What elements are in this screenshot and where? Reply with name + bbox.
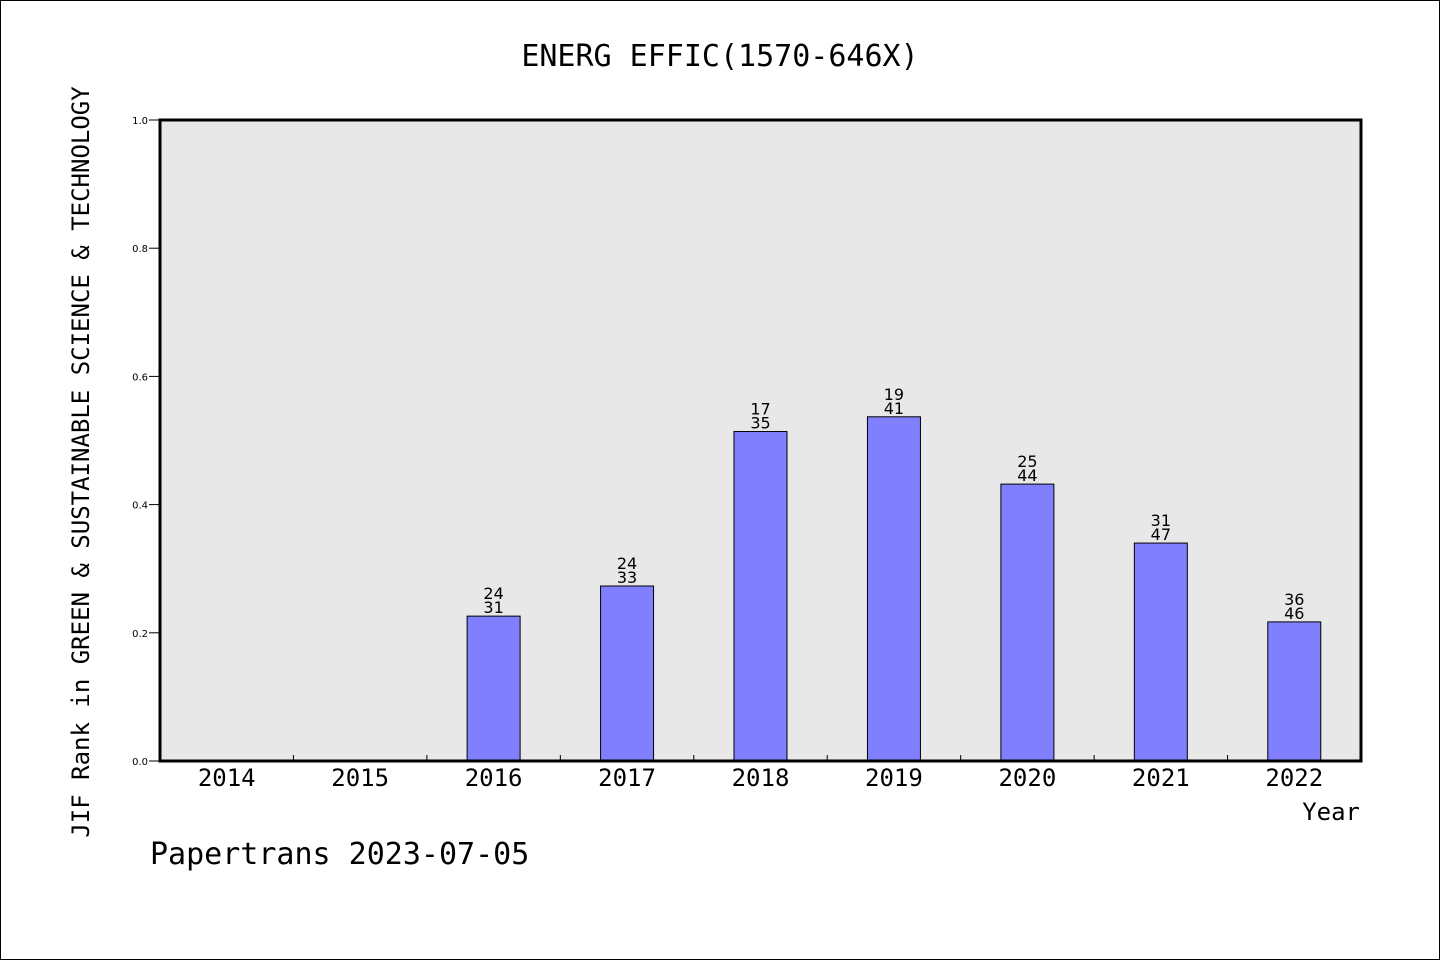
bar — [1267, 621, 1322, 762]
x-tick-label: 2020 — [998, 764, 1056, 792]
bar-rank-label: 19 — [884, 385, 904, 404]
footer-watermark: Papertrans 2023-07-05 — [150, 837, 529, 872]
bar-total-label: 46 — [1284, 604, 1304, 623]
bar-total-label: 35 — [750, 414, 770, 433]
x-tick-label: 2016 — [465, 764, 523, 792]
plot-border — [158, 118, 1363, 763]
bar-rank-label: 17 — [750, 400, 770, 419]
y-tick-label: 0.4 — [132, 501, 148, 512]
x-axis: 2014 2015 2016 2017 2018 2019 2020 2021 2022 — [198, 755, 1323, 792]
y-tick-label: 1.0 — [132, 116, 148, 127]
bar — [600, 585, 655, 762]
bar — [866, 416, 921, 762]
chart-title: ENERG EFFIC(1570-646X) — [521, 39, 918, 74]
y-tick-label: 0.6 — [132, 372, 148, 383]
y-axis-label: JIF Rank in GREEN & SUSTAINABLE SCIENCE … — [67, 86, 95, 838]
x-tick-label: 2021 — [1132, 764, 1190, 792]
bar-rank-label: 24 — [617, 554, 637, 573]
y-tick-label: 0.8 — [132, 244, 148, 255]
bars-layer — [466, 416, 1322, 762]
y-tick-label: 0.2 — [132, 629, 148, 640]
x-tick-label: 2022 — [1265, 764, 1323, 792]
bar-rank-label: 24 — [483, 584, 503, 603]
x-tick-label: 2017 — [598, 764, 656, 792]
bar-total-label: 31 — [483, 598, 503, 617]
y-tick-label: 0.0 — [132, 757, 148, 768]
bar-total-label: 33 — [617, 568, 637, 587]
bar-rank-label: 31 — [1151, 511, 1171, 530]
x-tick-label: 2019 — [865, 764, 923, 792]
bar — [466, 615, 521, 762]
x-tick-label: 2014 — [198, 764, 256, 792]
x-tick-label: 2015 — [331, 764, 389, 792]
bar-rank-label: 36 — [1284, 590, 1304, 609]
x-tick-label: 2018 — [732, 764, 790, 792]
bar-total-label: 41 — [884, 399, 904, 418]
bar-total-label: 44 — [1017, 466, 1037, 485]
x-axis-label: Year — [1302, 798, 1360, 826]
bar — [733, 431, 788, 762]
y-axis: 0.0 0.2 0.4 0.6 0.8 1.0 — [132, 116, 160, 768]
bar-total-label: 47 — [1151, 525, 1171, 544]
bar — [1000, 483, 1055, 762]
bar — [1133, 542, 1188, 762]
bar-rank-label: 25 — [1017, 452, 1037, 471]
